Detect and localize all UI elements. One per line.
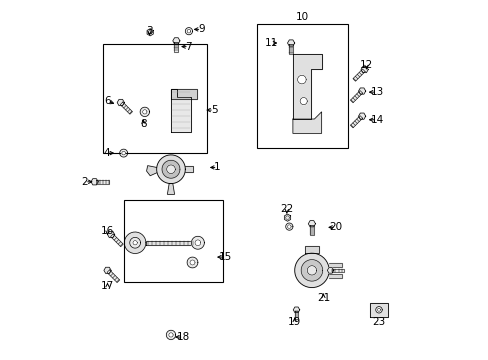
Polygon shape: [167, 184, 174, 194]
Polygon shape: [284, 214, 290, 221]
Polygon shape: [107, 231, 115, 238]
Polygon shape: [287, 225, 290, 228]
Polygon shape: [377, 309, 380, 311]
Text: 22: 22: [280, 204, 293, 215]
Polygon shape: [309, 225, 313, 235]
Polygon shape: [110, 234, 123, 247]
Text: 4: 4: [103, 148, 109, 158]
Polygon shape: [328, 263, 341, 267]
Polygon shape: [352, 69, 365, 81]
Text: 2: 2: [81, 177, 88, 187]
Text: 13: 13: [370, 87, 383, 97]
Polygon shape: [185, 28, 192, 35]
Polygon shape: [300, 98, 306, 105]
Polygon shape: [117, 99, 124, 105]
Polygon shape: [301, 260, 322, 281]
Polygon shape: [140, 107, 149, 117]
Polygon shape: [331, 269, 344, 272]
Polygon shape: [171, 89, 190, 132]
Polygon shape: [294, 311, 298, 319]
Polygon shape: [174, 42, 178, 51]
Polygon shape: [145, 240, 194, 245]
Polygon shape: [358, 88, 365, 94]
Polygon shape: [328, 274, 341, 278]
Polygon shape: [96, 180, 109, 184]
Bar: [257, 24, 348, 148]
Text: 18: 18: [177, 332, 190, 342]
Text: 12: 12: [359, 60, 372, 70]
Polygon shape: [358, 113, 365, 119]
Polygon shape: [166, 330, 175, 339]
Polygon shape: [190, 260, 195, 265]
Polygon shape: [287, 40, 294, 46]
Text: 7: 7: [185, 42, 192, 51]
Text: 6: 6: [104, 96, 111, 106]
Polygon shape: [285, 223, 292, 230]
Polygon shape: [122, 151, 125, 155]
Text: 23: 23: [371, 317, 385, 327]
Polygon shape: [185, 166, 192, 172]
Polygon shape: [120, 102, 132, 114]
Polygon shape: [168, 333, 173, 337]
Polygon shape: [292, 112, 321, 134]
Text: 11: 11: [264, 38, 278, 48]
Polygon shape: [107, 270, 120, 283]
Polygon shape: [187, 30, 190, 33]
Bar: [124, 200, 223, 282]
Text: 14: 14: [370, 115, 383, 125]
Polygon shape: [120, 149, 127, 157]
Text: 21: 21: [316, 293, 329, 303]
Text: 9: 9: [198, 24, 204, 35]
Polygon shape: [172, 38, 180, 44]
Polygon shape: [294, 253, 328, 288]
Polygon shape: [297, 75, 305, 84]
Text: 3: 3: [146, 26, 152, 36]
Polygon shape: [124, 232, 145, 253]
Polygon shape: [375, 307, 382, 313]
Polygon shape: [191, 236, 204, 249]
Polygon shape: [162, 160, 180, 178]
Polygon shape: [360, 67, 367, 73]
Text: 16: 16: [101, 226, 114, 236]
Polygon shape: [142, 110, 147, 114]
Polygon shape: [293, 307, 299, 312]
Polygon shape: [166, 165, 175, 174]
Polygon shape: [292, 54, 321, 119]
Polygon shape: [91, 179, 98, 185]
Text: 19: 19: [287, 317, 301, 327]
Text: 15: 15: [219, 252, 232, 262]
Polygon shape: [187, 257, 198, 268]
Polygon shape: [350, 116, 362, 128]
Polygon shape: [195, 240, 201, 246]
Polygon shape: [369, 303, 387, 317]
Polygon shape: [156, 155, 185, 184]
Text: 5: 5: [210, 105, 217, 115]
Polygon shape: [306, 266, 316, 275]
Text: 17: 17: [101, 281, 114, 291]
Text: 1: 1: [214, 162, 221, 172]
Polygon shape: [308, 221, 315, 227]
Polygon shape: [129, 237, 140, 248]
Text: 20: 20: [329, 222, 342, 232]
Polygon shape: [326, 267, 333, 273]
Text: 10: 10: [295, 12, 308, 22]
Polygon shape: [104, 267, 111, 274]
Polygon shape: [350, 91, 362, 103]
Polygon shape: [288, 44, 292, 54]
Polygon shape: [304, 246, 319, 253]
Polygon shape: [133, 240, 137, 245]
Polygon shape: [146, 166, 156, 176]
Polygon shape: [147, 29, 153, 36]
Polygon shape: [171, 89, 196, 99]
Bar: [102, 44, 206, 153]
Text: 8: 8: [140, 120, 146, 129]
